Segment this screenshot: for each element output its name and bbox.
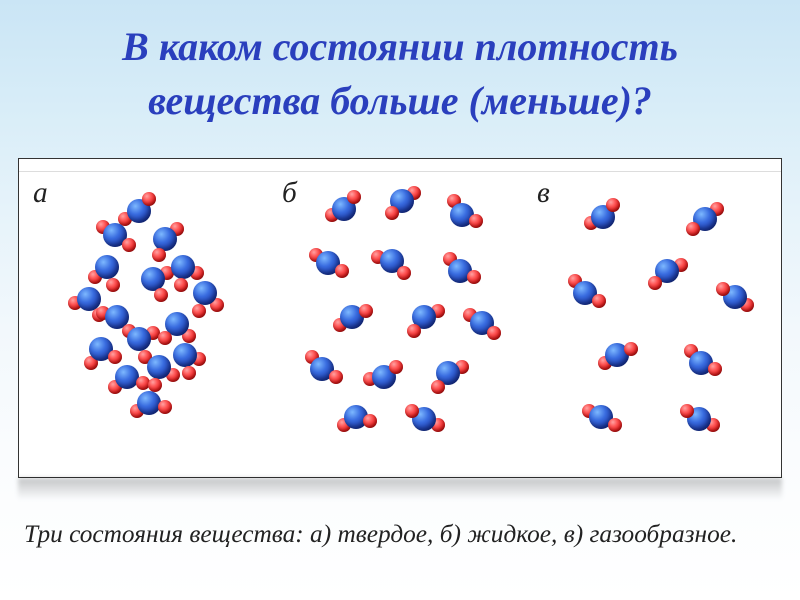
atom-red <box>397 266 411 280</box>
atom-red <box>122 238 136 252</box>
atom-red <box>407 324 421 338</box>
atom-red <box>158 331 172 345</box>
states-figure: а б в <box>18 158 782 478</box>
atom-red <box>648 276 662 290</box>
atom-red <box>487 326 501 340</box>
atom-blue <box>137 391 161 415</box>
atom-red <box>431 380 445 394</box>
figure-caption: Три состояния вещества: а) твердое, б) ж… <box>24 520 776 549</box>
figure-wrap: а б в <box>18 158 782 478</box>
atom-red <box>467 270 481 284</box>
panel-label-c: в <box>537 177 550 210</box>
panel-a: а <box>19 159 274 477</box>
atom-red <box>606 198 620 212</box>
atom-blue <box>95 255 119 279</box>
atom-red <box>716 282 730 296</box>
atom-red <box>686 222 700 236</box>
panel-c: в <box>529 159 782 477</box>
atom-blue <box>173 343 197 367</box>
atom-red <box>469 214 483 228</box>
atom-red <box>389 360 403 374</box>
atom-red <box>174 278 188 292</box>
question-title: В каком состоянии плотность вещества бол… <box>0 0 800 158</box>
figure-shadow <box>18 478 782 500</box>
atom-blue <box>127 327 151 351</box>
atom-red <box>347 190 361 204</box>
title-line-2: вещества больше (меньше)? <box>40 74 760 128</box>
atom-red <box>405 404 419 418</box>
atom-red <box>329 370 343 384</box>
atom-red <box>359 304 373 318</box>
atom-red <box>385 206 399 220</box>
atom-red <box>624 342 638 356</box>
panel-b: б <box>274 159 529 477</box>
atom-red <box>106 278 120 292</box>
atom-red <box>608 418 622 432</box>
atom-red <box>335 264 349 278</box>
atom-red <box>158 400 172 414</box>
panel-label-b: б <box>282 177 297 210</box>
panel-label-a: а <box>33 177 48 210</box>
atom-blue <box>193 281 217 305</box>
atom-red <box>148 378 162 392</box>
atom-red <box>142 192 156 206</box>
atom-red <box>363 414 377 428</box>
atom-red <box>154 288 168 302</box>
atom-blue <box>147 355 171 379</box>
atom-blue <box>115 365 139 389</box>
atom-red <box>182 366 196 380</box>
atom-red <box>152 248 166 262</box>
title-line-1: В каком состоянии плотность <box>40 20 760 74</box>
atom-red <box>708 362 722 376</box>
atom-red <box>680 404 694 418</box>
atom-red <box>592 294 606 308</box>
atom-red <box>192 304 206 318</box>
atom-red <box>108 350 122 364</box>
atom-blue <box>171 255 195 279</box>
